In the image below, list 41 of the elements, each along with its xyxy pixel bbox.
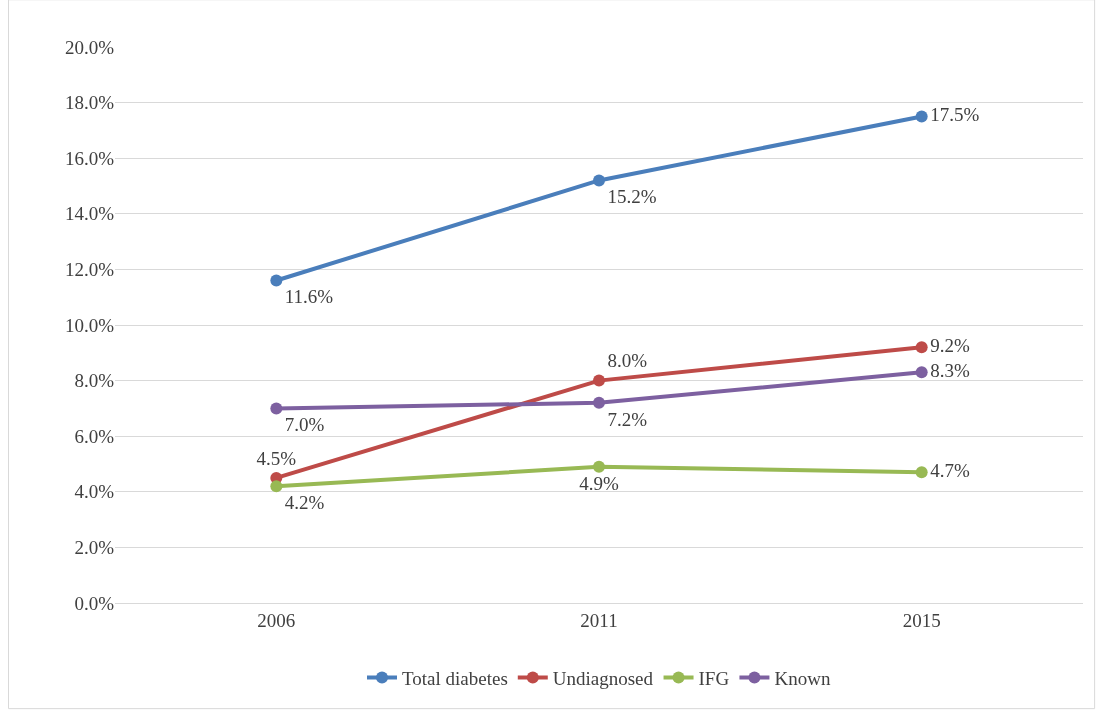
point [915, 341, 928, 354]
data-label: 7.2% [607, 408, 648, 430]
y-tick-label: 10.0% [64, 314, 115, 336]
point [915, 366, 928, 379]
legend-label: Undiagnosed [552, 667, 654, 689]
data-label: 17.5% [930, 104, 980, 126]
data-label: 4.2% [284, 491, 325, 513]
legend-label: Known [774, 667, 831, 689]
data-label: 4.7% [930, 460, 970, 482]
y-tick-label: 8.0% [74, 370, 115, 392]
y-tick-label: 2.0% [74, 537, 115, 559]
point [593, 460, 605, 473]
point [270, 480, 283, 493]
x-tick-label: 2015 [902, 609, 941, 631]
x-tick-label: 2006 [257, 609, 296, 631]
legend-label: Total diabetes [402, 667, 508, 689]
y-tick-label: 0.0% [74, 592, 115, 614]
x-tick-label: 2011 [580, 609, 618, 631]
y-tick-label: 14.0% [64, 203, 115, 225]
data-label: 15.2% [607, 186, 657, 208]
y-tick-label: 18.0% [64, 92, 115, 114]
point [593, 174, 605, 187]
point [593, 396, 605, 409]
data-label: 9.2% [930, 334, 970, 356]
data-label: 11.6% [284, 286, 334, 308]
legend-label: IFG [698, 667, 730, 689]
y-tick-label: 20.0% [64, 36, 115, 58]
point [270, 274, 283, 287]
y-tick-label: 12.0% [64, 259, 115, 281]
y-tick-label: 4.0% [74, 481, 115, 503]
data-label: 8.0% [607, 350, 648, 372]
point [270, 402, 283, 415]
point [915, 110, 928, 123]
point [593, 374, 605, 387]
y-tick-label: 16.0% [64, 147, 115, 169]
point [915, 466, 928, 479]
data-label: 4.5% [256, 447, 297, 469]
data-label: 7.0% [284, 414, 325, 436]
y-tick-label: 6.0% [74, 425, 115, 447]
data-label: 8.3% [930, 360, 970, 382]
data-label: 4.9% [579, 472, 619, 494]
